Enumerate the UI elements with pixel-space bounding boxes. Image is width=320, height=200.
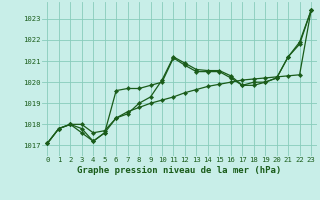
X-axis label: Graphe pression niveau de la mer (hPa): Graphe pression niveau de la mer (hPa) [77, 166, 281, 175]
